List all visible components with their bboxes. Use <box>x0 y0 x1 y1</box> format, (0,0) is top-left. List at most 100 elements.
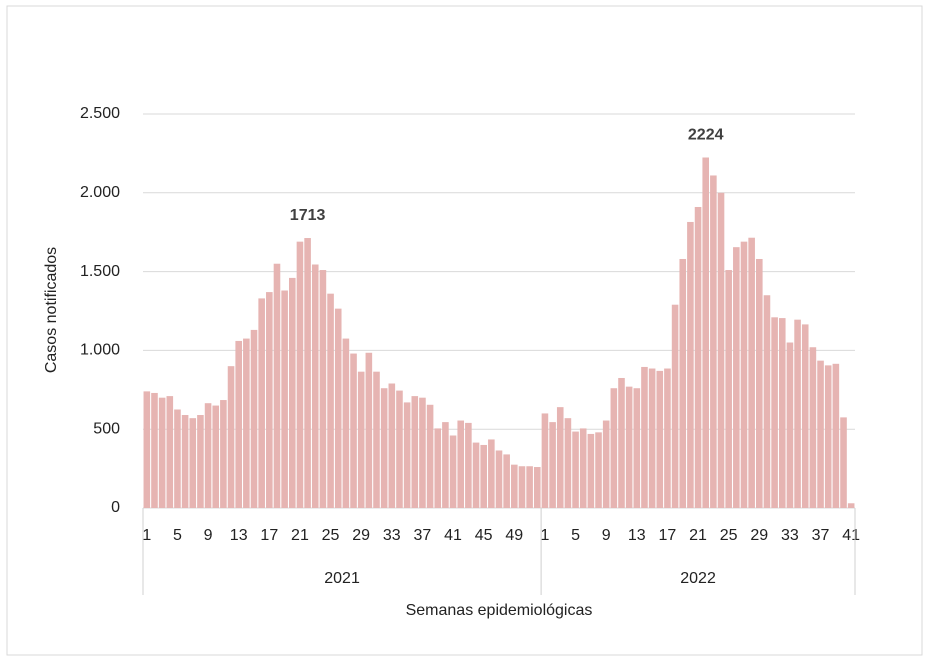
bar <box>740 241 748 508</box>
bar <box>342 338 350 508</box>
x-tick-label: 1 <box>142 527 151 544</box>
bar <box>625 386 633 508</box>
bar <box>235 340 242 508</box>
bar <box>648 368 656 508</box>
bar <box>327 293 334 508</box>
bar <box>503 454 510 508</box>
bar <box>143 391 151 508</box>
data-label: 2224 <box>688 127 724 144</box>
x-tick-label: 21 <box>689 527 707 544</box>
y-tick-label: 2.500 <box>80 105 120 122</box>
bar <box>350 353 357 508</box>
bar <box>679 258 687 508</box>
bar <box>166 396 174 508</box>
bar <box>273 263 281 508</box>
y-axis-title: Casos notificados <box>43 247 60 373</box>
x-tick-label: 37 <box>812 527 830 544</box>
bar <box>212 405 220 508</box>
x-tick-label: 17 <box>260 527 278 544</box>
bar <box>671 304 679 508</box>
y-tick-label: 1.500 <box>80 263 120 280</box>
bar <box>664 368 671 508</box>
bar <box>296 241 304 508</box>
y-tick-label: 1.000 <box>80 342 120 359</box>
bar <box>181 415 189 508</box>
bar <box>227 366 235 508</box>
bar <box>610 388 618 508</box>
y-tick-label: 2.000 <box>80 184 120 201</box>
bar <box>174 409 181 508</box>
x-tick-label: 9 <box>204 527 213 544</box>
bar <box>266 292 273 508</box>
bar <box>717 192 725 509</box>
bar <box>449 435 457 508</box>
data-label: 1713 <box>290 207 326 224</box>
bar <box>243 338 250 508</box>
x-tick-label: 17 <box>659 527 677 544</box>
bar <box>824 365 832 508</box>
bar <box>518 466 526 508</box>
bar <box>388 383 396 508</box>
bar <box>281 290 288 508</box>
bar <box>541 413 549 508</box>
x-axis-title: Semanas epidemiológicas <box>406 602 593 619</box>
bar <box>694 206 702 508</box>
bar <box>618 377 625 508</box>
bar <box>579 428 587 508</box>
bar <box>710 175 717 509</box>
x-tick-label: 13 <box>628 527 646 544</box>
x-tick-label: 41 <box>842 527 860 544</box>
bar <box>786 342 794 508</box>
bar <box>488 439 495 508</box>
x-tick-label: 37 <box>414 527 432 544</box>
bar <box>602 420 610 508</box>
bar <box>511 464 518 508</box>
bar <box>763 295 771 508</box>
bar <box>311 264 319 508</box>
bar <box>656 370 664 508</box>
bar <box>189 418 197 508</box>
x-tick-label: 25 <box>322 527 340 544</box>
bar <box>587 433 595 508</box>
x-tick-label: 25 <box>720 527 738 544</box>
bar <box>334 308 342 508</box>
y-tick-label: 0 <box>111 499 120 516</box>
bar <box>702 157 710 508</box>
bar <box>756 258 763 508</box>
bar <box>288 277 296 508</box>
x-tick-label: 29 <box>750 527 768 544</box>
bar <box>771 317 778 508</box>
bar <box>411 396 419 508</box>
x-tick-label: 33 <box>781 527 799 544</box>
bar <box>832 363 840 508</box>
x-tick-label: 5 <box>173 527 182 544</box>
bar <box>465 422 472 508</box>
bar <box>457 420 465 508</box>
group-label: 2021 <box>324 570 360 587</box>
bar <box>396 390 403 508</box>
bar <box>533 467 541 508</box>
bar <box>220 400 227 508</box>
bar <box>725 270 732 508</box>
bar <box>434 428 442 508</box>
bar <box>197 415 204 508</box>
bar <box>748 237 755 508</box>
bar <box>151 392 158 508</box>
bar <box>794 319 801 508</box>
bar <box>403 402 411 508</box>
x-tick-label: 1 <box>540 527 549 544</box>
bar <box>304 238 311 509</box>
bar <box>158 397 166 508</box>
x-tick-label: 21 <box>291 527 309 544</box>
x-tick-label: 13 <box>230 527 248 544</box>
x-tick-label: 45 <box>475 527 493 544</box>
bar <box>595 432 602 508</box>
bar <box>840 417 847 508</box>
bar <box>480 444 487 508</box>
x-tick-label: 49 <box>505 527 523 544</box>
bar <box>687 221 694 508</box>
x-tick-label: 9 <box>602 527 611 544</box>
x-tick-label: 29 <box>352 527 370 544</box>
bar <box>380 388 388 508</box>
